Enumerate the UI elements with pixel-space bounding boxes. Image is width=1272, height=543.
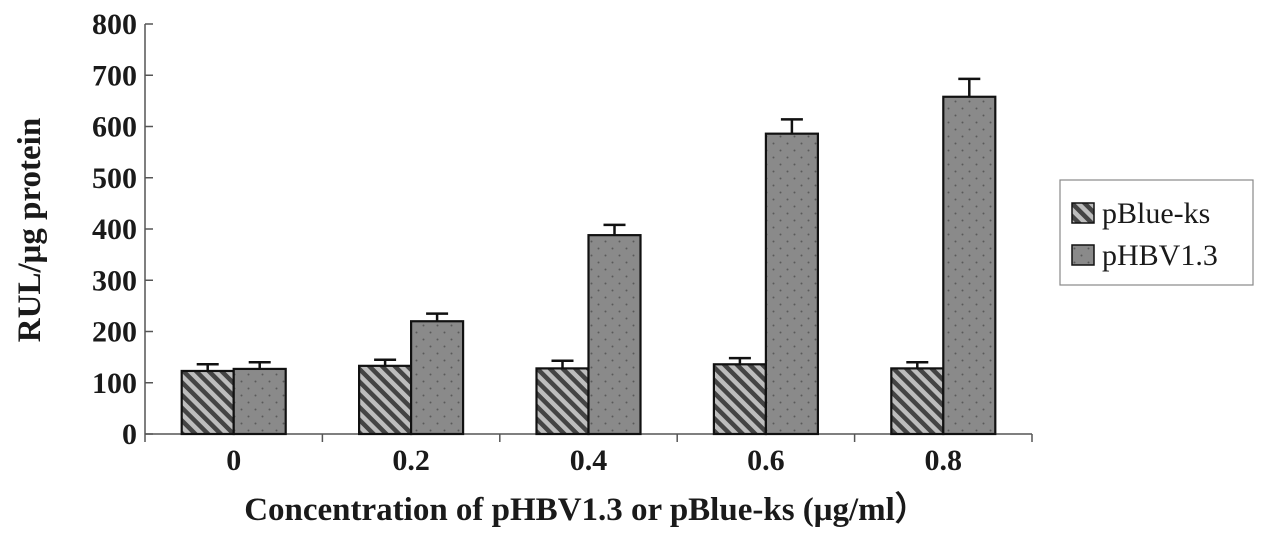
bar-pblue-ks: [180, 369, 235, 436]
y-tick-label: 200: [92, 316, 137, 349]
legend-swatch-phbv1-3: [1071, 244, 1095, 266]
legend-box: [1059, 179, 1254, 286]
x-axis-title: Concentration of pHBV1.3 or pBlue-ks (μg…: [244, 491, 928, 528]
bar-phbv1-3: [942, 95, 997, 436]
y-tick-label: 700: [92, 59, 137, 92]
bar-phbv1-3: [410, 320, 465, 436]
bar-phbv1-3: [232, 367, 287, 436]
y-tick-label: 600: [92, 111, 137, 144]
x-tick-label: 0.6: [747, 444, 785, 477]
bar-pblue-ks: [890, 367, 945, 436]
y-tick-label: 800: [92, 8, 137, 41]
x-tick-label: 0: [226, 444, 241, 477]
bar-phbv1-3: [764, 132, 820, 436]
y-tick-label: 300: [92, 264, 137, 297]
y-tick-label: 0: [122, 418, 137, 451]
bar-phbv1-3: [587, 234, 642, 436]
x-tick-label: 0.8: [925, 444, 963, 477]
bar-pblue-ks: [358, 364, 413, 436]
bar-pblue-ks: [535, 367, 590, 436]
y-tick-label: 100: [92, 367, 137, 400]
plot-area: 0 100 200 300 400 500 600 700 800 0 0.2 0.4 0.6 0.8: [92, 8, 1033, 477]
x-tick-label: 0.2: [392, 444, 430, 477]
legend: pBlue-ks pHBV1.3: [1059, 179, 1254, 286]
x-tick-label: 0.4: [570, 444, 608, 477]
legend-label-phbv1-3: pHBV1.3: [1102, 239, 1218, 272]
y-tick-label: 500: [92, 162, 137, 195]
legend-label-pblue-ks: pBlue-ks: [1102, 197, 1210, 230]
y-tick-label: 400: [92, 213, 137, 246]
bar-pblue-ks: [712, 363, 768, 436]
legend-swatch-pblue-ks: [1071, 202, 1095, 224]
y-axis-title: RUL/μg protein: [12, 118, 48, 342]
